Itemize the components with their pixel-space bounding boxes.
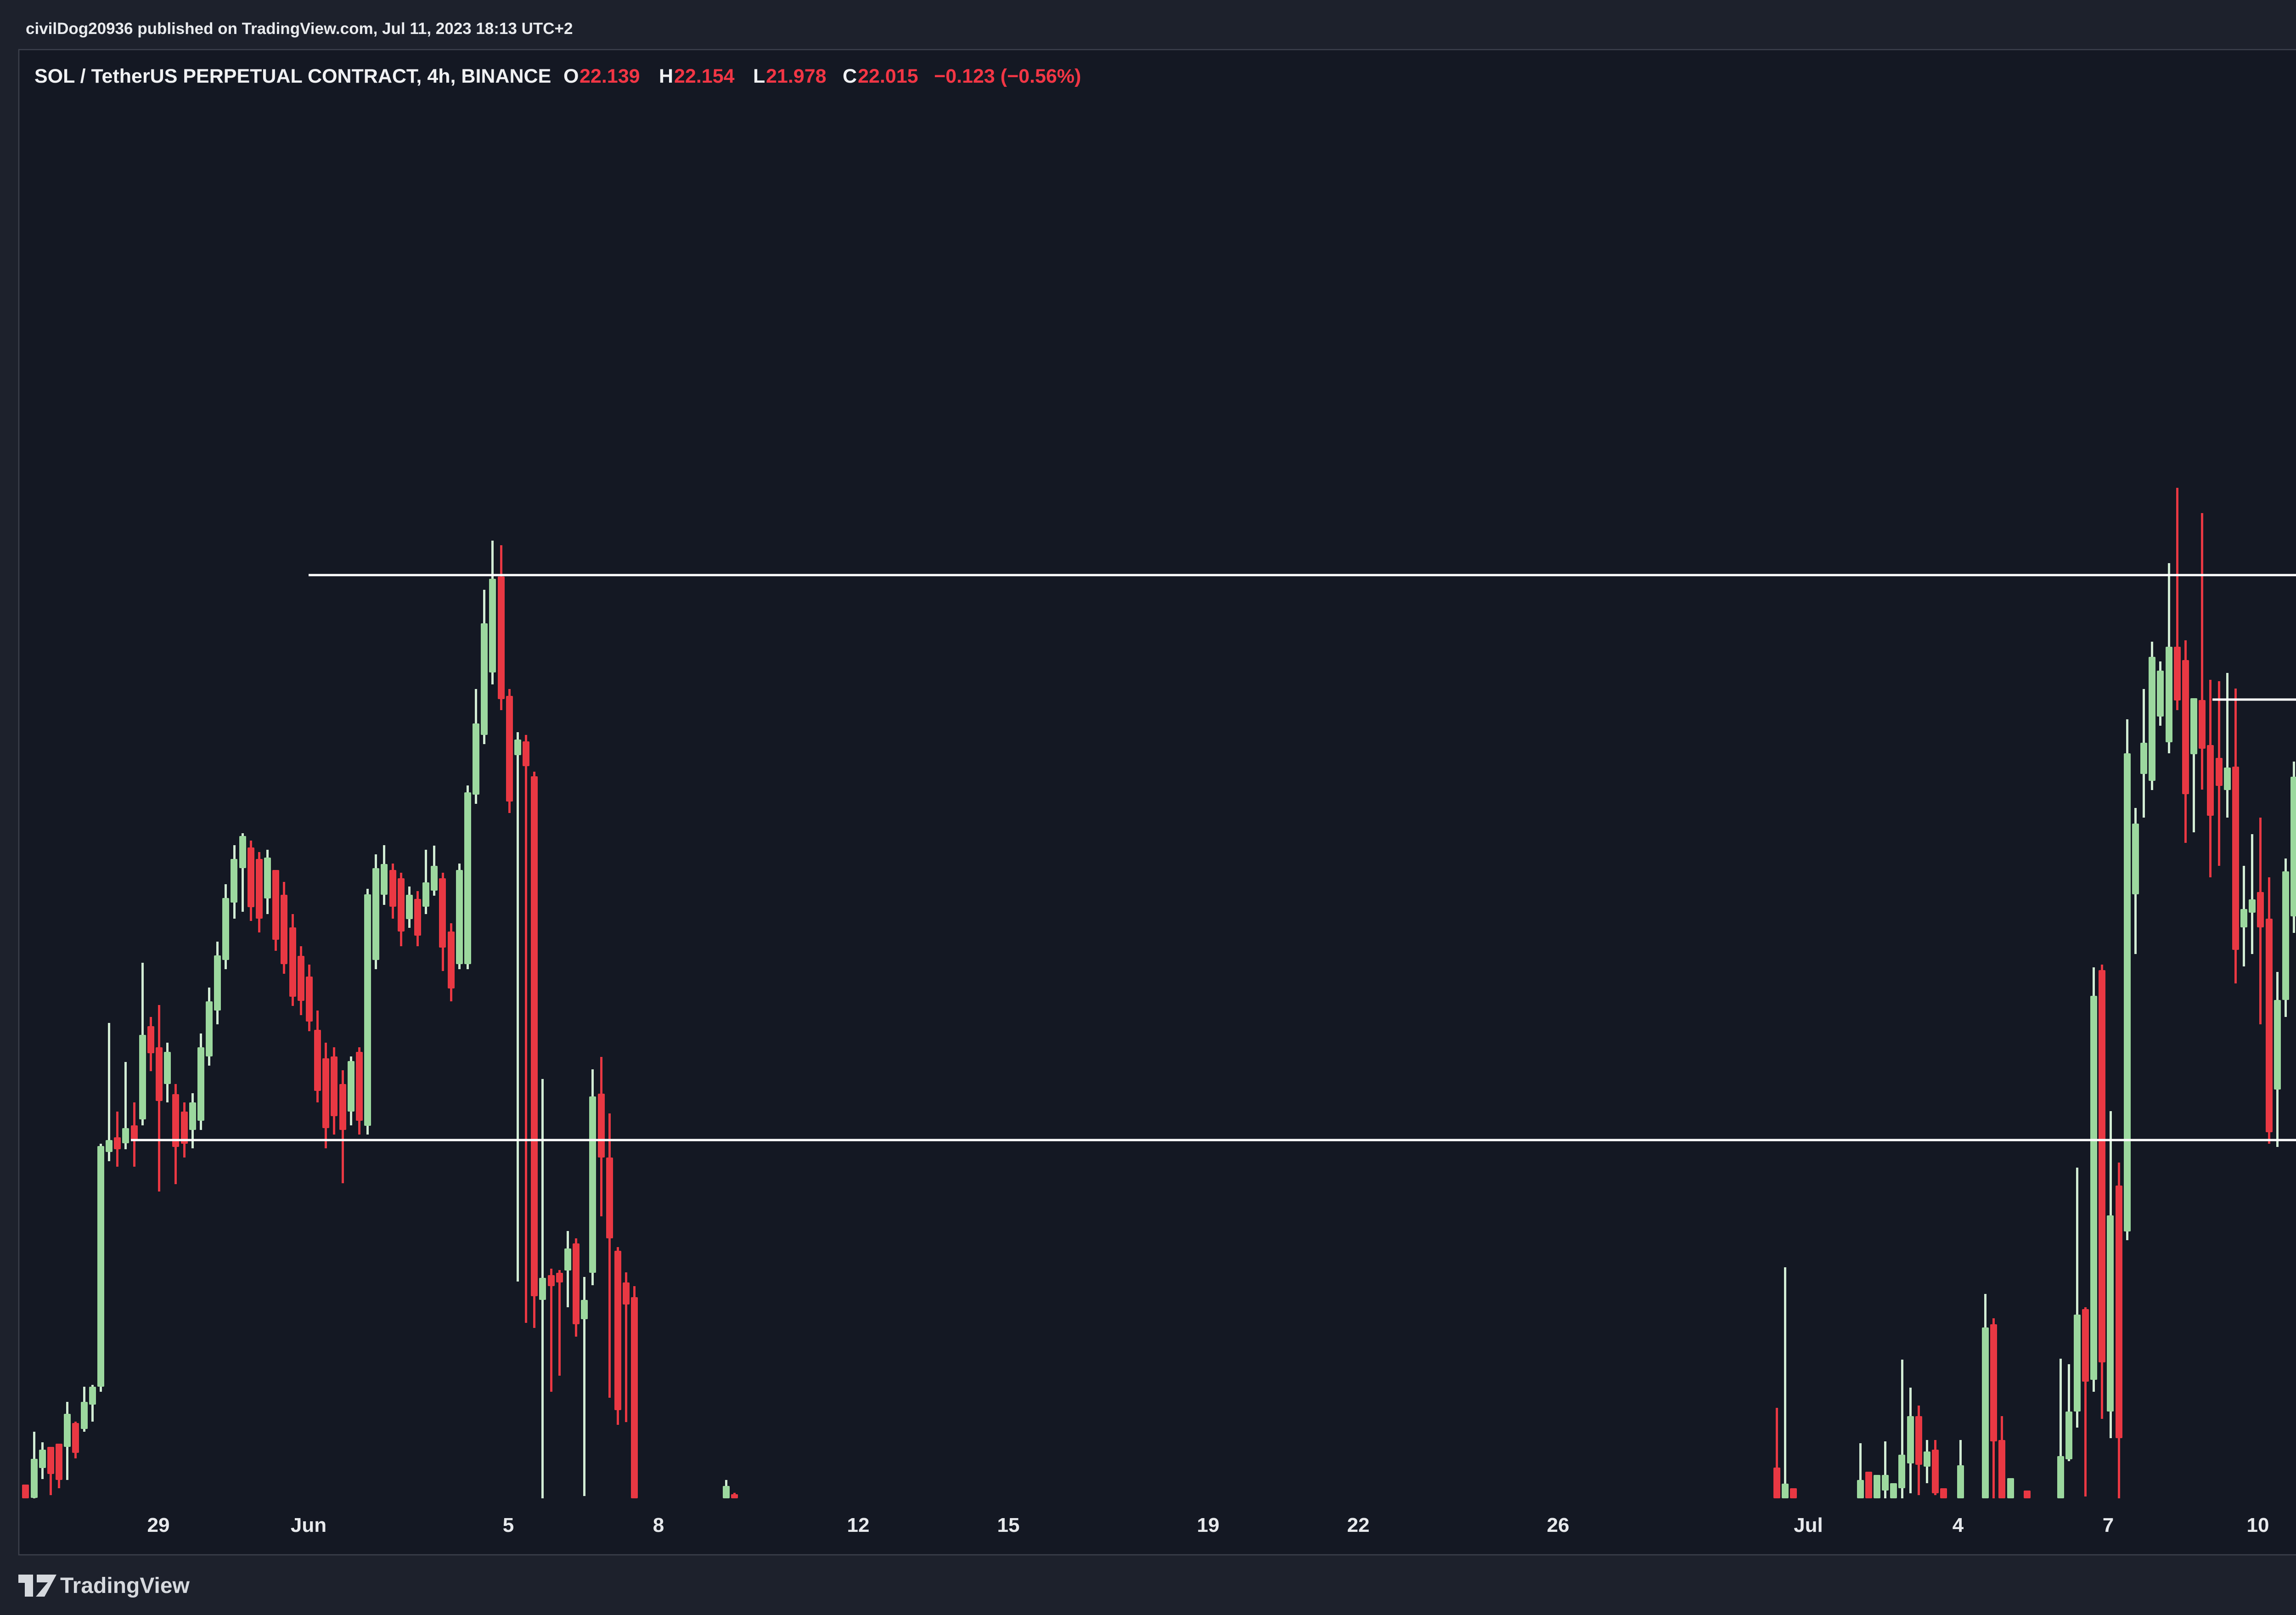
svg-text:TradingView: TradingView [60, 1574, 190, 1598]
svg-text:19: 19 [1197, 1514, 1220, 1536]
svg-text:C: C [843, 65, 857, 87]
svg-text:civilDog20936 published on Tra: civilDog20936 published on TradingView.c… [26, 20, 573, 38]
svg-text:29: 29 [147, 1514, 170, 1536]
svg-text:Jul: Jul [1794, 1514, 1823, 1536]
svg-text:H: H [659, 65, 673, 87]
svg-text:10: 10 [2247, 1514, 2269, 1536]
svg-text:5: 5 [503, 1514, 514, 1536]
svg-text:−0.123 (−0.56%): −0.123 (−0.56%) [934, 65, 1081, 87]
svg-text:4: 4 [1953, 1514, 1964, 1536]
svg-text:26: 26 [1547, 1514, 1570, 1536]
svg-text:8: 8 [653, 1514, 664, 1536]
svg-text:L: L [753, 65, 765, 87]
svg-text:22.154: 22.154 [674, 65, 735, 87]
svg-text:15: 15 [997, 1514, 1020, 1536]
svg-text:21.978: 21.978 [766, 65, 827, 87]
svg-text:Jun: Jun [291, 1514, 326, 1536]
svg-text:22: 22 [1347, 1514, 1370, 1536]
svg-text:SOL / TetherUS PERPETUAL CONTR: SOL / TetherUS PERPETUAL CONTRACT, 4h, B… [34, 65, 551, 87]
svg-text:O: O [563, 65, 579, 87]
svg-text:12: 12 [847, 1514, 870, 1536]
svg-text:22.015: 22.015 [858, 65, 918, 87]
svg-text:7: 7 [2103, 1514, 2114, 1536]
svg-text:22.139: 22.139 [580, 65, 640, 87]
